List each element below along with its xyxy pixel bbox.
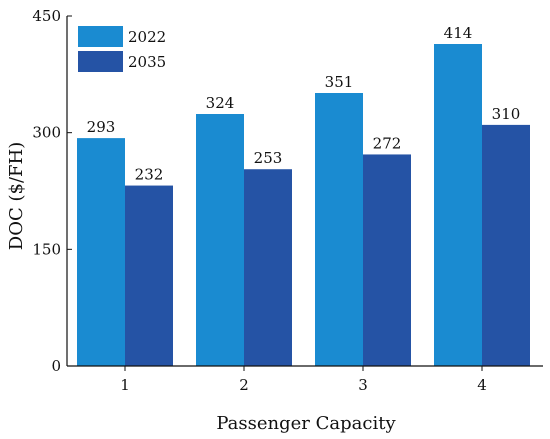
data-label-2022-3: 351 [325,73,354,91]
data-labels-layer: 293 232 324 253 351 272 414 310 [87,24,521,184]
bar-2035-1 [125,185,173,366]
y-tick-label-300: 300 [32,124,61,142]
y-tick-label-150: 150 [32,240,61,258]
bar-2022-2 [196,114,244,366]
x-tick-label-4: 4 [477,376,487,394]
bar-2022-1 [77,138,125,366]
data-label-2022-1: 293 [87,118,116,136]
data-label-2022-4: 414 [444,24,473,42]
y-tick-label-0: 0 [51,357,61,375]
legend-swatch-2022 [78,26,123,47]
data-label-2035-1: 232 [135,166,164,184]
x-tick-label-1: 1 [120,376,130,394]
data-label-2035-2: 253 [254,149,283,167]
bar-2035-4 [482,124,530,366]
bar-2035-2 [244,169,292,366]
data-label-2035-4: 310 [492,105,521,123]
y-tick-label-450: 450 [32,7,61,25]
x-tick-label-3: 3 [358,376,368,394]
data-label-2022-2: 324 [206,94,235,112]
data-label-2035-3: 272 [373,134,402,152]
legend-swatch-2035 [78,51,123,72]
bar-2022-4 [434,44,482,366]
bar-2035-3 [363,154,411,366]
legend-label-2035: 2035 [128,53,166,71]
x-tick-label-2: 2 [239,376,249,394]
ticks-layer: 1 2 3 4 0 150 300 450 [32,7,486,394]
bar-2022-3 [315,93,363,366]
x-axis-title: Passenger Capacity [216,413,396,434]
bars-layer [77,44,530,366]
y-axis-title: DOC ($/FH) [6,142,27,250]
legend-label-2022: 2022 [128,28,166,46]
legend: 2022 2035 [78,26,166,72]
